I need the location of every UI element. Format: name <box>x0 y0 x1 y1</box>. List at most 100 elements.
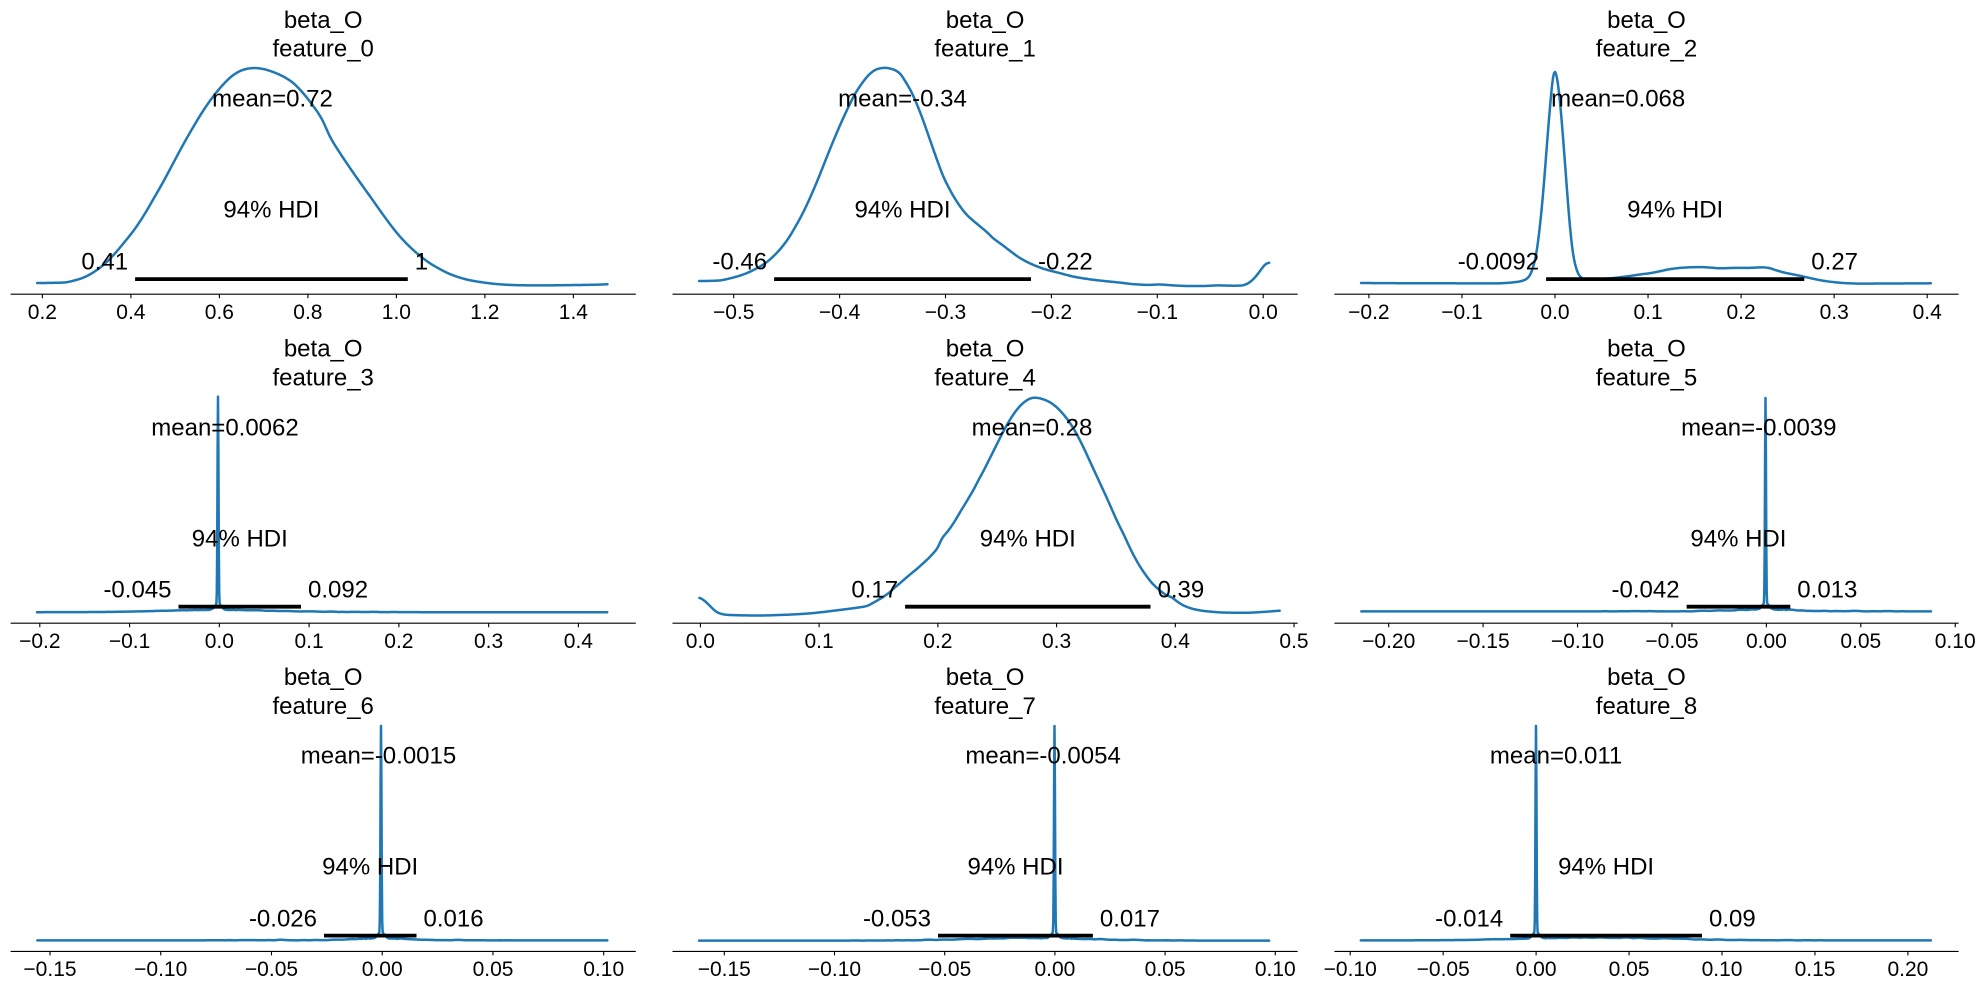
svg-text:−0.05: −0.05 <box>1645 630 1698 653</box>
svg-text:1: 1 <box>415 248 428 275</box>
svg-text:0.10: 0.10 <box>583 958 624 981</box>
svg-text:−0.2: −0.2 <box>1031 301 1072 324</box>
svg-text:0.41: 0.41 <box>81 248 128 275</box>
svg-text:feature_6: feature_6 <box>272 693 373 720</box>
svg-text:mean=-0.0015: mean=-0.0015 <box>301 743 456 770</box>
svg-text:beta_O: beta_O <box>1607 7 1686 34</box>
svg-text:-0.045: -0.045 <box>103 577 171 604</box>
svg-text:0.10: 0.10 <box>1255 958 1296 981</box>
svg-text:feature_3: feature_3 <box>272 364 373 391</box>
svg-text:0.05: 0.05 <box>1840 630 1881 653</box>
svg-text:0.00: 0.00 <box>1516 958 1557 981</box>
svg-text:feature_2: feature_2 <box>1596 36 1697 63</box>
svg-text:0.27: 0.27 <box>1811 248 1858 275</box>
svg-text:1.4: 1.4 <box>559 301 589 324</box>
svg-text:1.2: 1.2 <box>470 301 499 324</box>
svg-text:0.013: 0.013 <box>1797 577 1857 604</box>
svg-text:0.09: 0.09 <box>1709 906 1756 933</box>
svg-text:0.2: 0.2 <box>1726 301 1755 324</box>
svg-text:0.3: 0.3 <box>1820 301 1849 324</box>
svg-text:0.2: 0.2 <box>28 301 57 324</box>
svg-text:0.05: 0.05 <box>473 958 514 981</box>
svg-text:94% HDI: 94% HDI <box>1558 854 1654 881</box>
svg-text:-0.042: -0.042 <box>1612 577 1680 604</box>
svg-text:0.0: 0.0 <box>1540 301 1569 324</box>
svg-text:−0.3: −0.3 <box>925 301 966 324</box>
svg-text:−0.15: −0.15 <box>698 958 751 981</box>
svg-text:94% HDI: 94% HDI <box>980 525 1076 552</box>
svg-text:94% HDI: 94% HDI <box>322 854 418 881</box>
svg-text:0.17: 0.17 <box>851 577 898 604</box>
svg-text:−0.2: −0.2 <box>19 630 60 653</box>
svg-text:−0.10: −0.10 <box>808 958 861 981</box>
svg-text:-0.22: -0.22 <box>1038 248 1093 275</box>
svg-text:−0.1: −0.1 <box>1441 301 1482 324</box>
svg-text:0.8: 0.8 <box>293 301 322 324</box>
svg-text:mean=-0.0039: mean=-0.0039 <box>1681 415 1836 442</box>
svg-text:beta_O: beta_O <box>284 7 363 34</box>
svg-text:−0.10: −0.10 <box>1324 958 1377 981</box>
svg-text:0.4: 0.4 <box>1161 630 1191 653</box>
svg-text:-0.0092: -0.0092 <box>1458 248 1539 275</box>
svg-text:-0.026: -0.026 <box>249 906 317 933</box>
svg-text:−0.15: −0.15 <box>23 958 76 981</box>
svg-text:-0.053: -0.053 <box>863 906 931 933</box>
svg-text:0.0: 0.0 <box>686 630 715 653</box>
svg-text:0.2: 0.2 <box>923 630 952 653</box>
svg-text:0.2: 0.2 <box>384 630 413 653</box>
svg-text:1.0: 1.0 <box>382 301 411 324</box>
svg-text:0.05: 0.05 <box>1609 958 1650 981</box>
svg-text:beta_O: beta_O <box>284 664 363 691</box>
svg-text:feature_4: feature_4 <box>934 364 1035 391</box>
svg-text:mean=0.068: mean=0.068 <box>1551 86 1685 113</box>
svg-text:-0.014: -0.014 <box>1435 906 1503 933</box>
svg-text:mean=-0.0054: mean=-0.0054 <box>965 743 1120 770</box>
svg-text:−0.2: −0.2 <box>1348 301 1389 324</box>
svg-text:0.39: 0.39 <box>1158 577 1205 604</box>
svg-text:−0.5: −0.5 <box>713 301 754 324</box>
svg-text:mean=0.72: mean=0.72 <box>212 86 333 113</box>
svg-text:0.0: 0.0 <box>1249 301 1278 324</box>
svg-text:−0.05: −0.05 <box>918 958 971 981</box>
svg-text:0.00: 0.00 <box>1746 630 1787 653</box>
svg-text:0.6: 0.6 <box>205 301 234 324</box>
svg-text:−0.1: −0.1 <box>1137 301 1178 324</box>
svg-text:0.3: 0.3 <box>474 630 503 653</box>
svg-text:mean=0.0062: mean=0.0062 <box>151 415 298 442</box>
svg-text:beta_O: beta_O <box>284 336 363 363</box>
svg-text:0.00: 0.00 <box>362 958 403 981</box>
svg-text:feature_1: feature_1 <box>934 36 1035 63</box>
svg-text:0.1: 0.1 <box>294 630 323 653</box>
svg-text:94% HDI: 94% HDI <box>1690 525 1786 552</box>
svg-text:94% HDI: 94% HDI <box>192 525 288 552</box>
svg-text:0.4: 0.4 <box>1913 301 1943 324</box>
svg-text:beta_O: beta_O <box>946 336 1025 363</box>
svg-text:0.016: 0.016 <box>424 906 484 933</box>
svg-text:0.5: 0.5 <box>1279 630 1308 653</box>
svg-text:mean=-0.34: mean=-0.34 <box>838 86 967 113</box>
svg-text:feature_8: feature_8 <box>1596 693 1697 720</box>
svg-text:0.1: 0.1 <box>1633 301 1662 324</box>
svg-text:−0.05: −0.05 <box>245 958 298 981</box>
svg-text:94% HDI: 94% HDI <box>223 196 319 223</box>
svg-text:0.10: 0.10 <box>1935 630 1976 653</box>
svg-text:feature_5: feature_5 <box>1596 364 1697 391</box>
svg-text:−0.10: −0.10 <box>134 958 187 981</box>
svg-text:beta_O: beta_O <box>946 664 1025 691</box>
svg-text:mean=0.011: mean=0.011 <box>1490 743 1622 770</box>
svg-text:0.15: 0.15 <box>1795 958 1836 981</box>
svg-text:94% HDI: 94% HDI <box>1627 196 1723 223</box>
svg-text:mean=0.28: mean=0.28 <box>972 415 1093 442</box>
svg-text:0.4: 0.4 <box>564 630 594 653</box>
svg-text:0.05: 0.05 <box>1145 958 1186 981</box>
svg-text:beta_O: beta_O <box>946 7 1025 34</box>
svg-text:0.3: 0.3 <box>1042 630 1071 653</box>
svg-text:94% HDI: 94% HDI <box>967 854 1063 881</box>
svg-text:−0.10: −0.10 <box>1551 630 1604 653</box>
svg-text:beta_O: beta_O <box>1607 664 1686 691</box>
svg-text:beta_O: beta_O <box>1607 336 1686 363</box>
svg-text:0.1: 0.1 <box>804 630 833 653</box>
svg-text:−0.15: −0.15 <box>1457 630 1510 653</box>
svg-text:0.4: 0.4 <box>116 301 146 324</box>
svg-text:0.20: 0.20 <box>1887 958 1928 981</box>
